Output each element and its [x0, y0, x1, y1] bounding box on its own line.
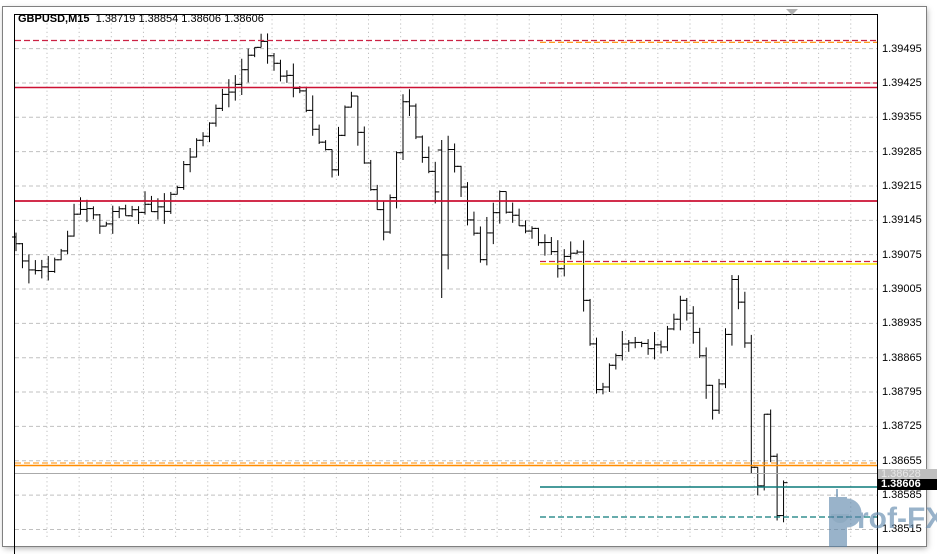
svg-text:rof-FX: rof-FX [857, 502, 937, 535]
